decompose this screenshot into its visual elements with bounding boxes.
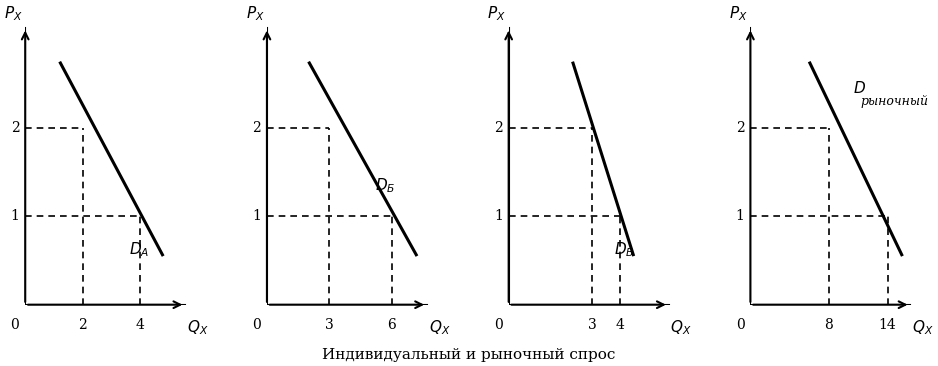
Text: 8: 8 xyxy=(825,318,833,332)
Text: 2: 2 xyxy=(78,318,87,332)
Text: $D$: $D$ xyxy=(854,80,867,96)
Text: 1: 1 xyxy=(10,209,20,223)
Text: $P_X$: $P_X$ xyxy=(246,4,265,23)
Text: 3: 3 xyxy=(587,318,597,332)
Text: 0: 0 xyxy=(735,318,745,332)
Text: 0: 0 xyxy=(252,318,261,332)
Text: $Q_X$: $Q_X$ xyxy=(429,318,450,337)
Text: 6: 6 xyxy=(387,318,397,332)
Text: Индивидуальный и рыночный спрос: Индивидуальный и рыночный спрос xyxy=(323,348,615,362)
Text: 1: 1 xyxy=(494,209,503,223)
Text: $Q_X$: $Q_X$ xyxy=(187,318,208,337)
Text: $Q_X$: $Q_X$ xyxy=(671,318,692,337)
Text: 14: 14 xyxy=(879,318,897,332)
Text: $D_{B}$: $D_{B}$ xyxy=(614,240,635,259)
Text: $P_X$: $P_X$ xyxy=(4,4,23,23)
Text: $P_X$: $P_X$ xyxy=(488,4,507,23)
Text: 0: 0 xyxy=(10,318,20,332)
Text: рыночный: рыночный xyxy=(860,95,928,108)
Text: 1: 1 xyxy=(735,209,745,223)
Text: 4: 4 xyxy=(615,318,625,332)
Text: 1: 1 xyxy=(252,209,261,223)
Text: $P_X$: $P_X$ xyxy=(729,4,748,23)
Text: $D_{Б}$: $D_{Б}$ xyxy=(375,176,396,195)
Text: $Q_X$: $Q_X$ xyxy=(912,318,933,337)
Text: 0: 0 xyxy=(494,318,503,332)
Text: 2: 2 xyxy=(252,121,261,135)
Text: 4: 4 xyxy=(136,318,144,332)
Text: 3: 3 xyxy=(325,318,334,332)
Text: 2: 2 xyxy=(494,121,503,135)
Text: 2: 2 xyxy=(735,121,745,135)
Text: $D_{A}$: $D_{A}$ xyxy=(129,240,149,259)
Text: 2: 2 xyxy=(10,121,20,135)
